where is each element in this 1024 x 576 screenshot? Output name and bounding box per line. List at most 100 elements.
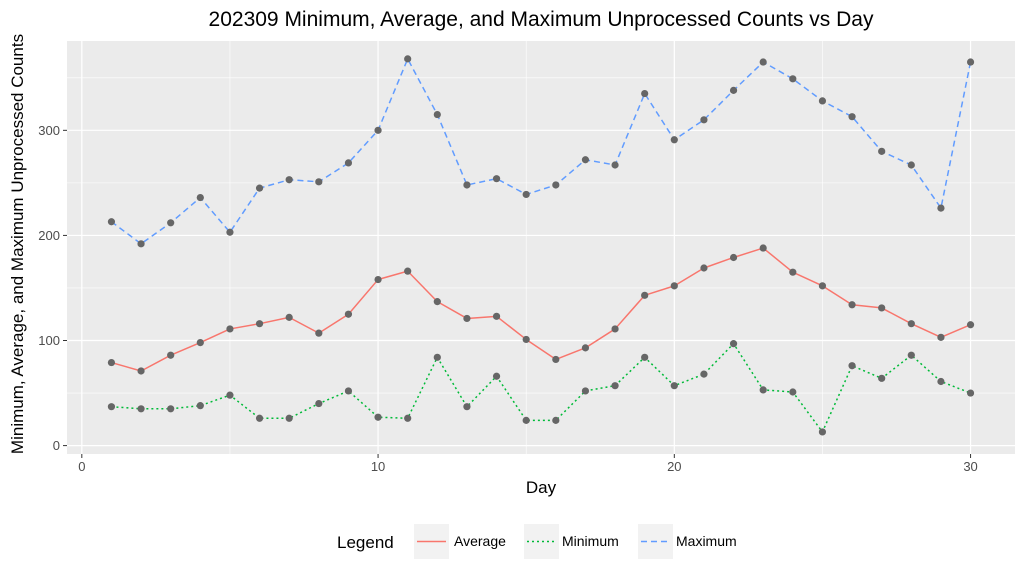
data-point-average	[700, 264, 708, 272]
data-point-maximum	[374, 126, 382, 134]
data-point-minimum	[700, 370, 708, 378]
data-point-average	[759, 244, 767, 252]
legend-title: Legend	[337, 533, 394, 552]
data-point-maximum	[937, 204, 945, 212]
data-point-average	[818, 282, 827, 290]
data-point-maximum	[641, 89, 649, 98]
y-tick-label: 0	[53, 438, 60, 453]
data-point-maximum	[196, 193, 204, 202]
data-point-minimum	[937, 377, 945, 386]
data-point-minimum	[789, 388, 797, 396]
data-point-minimum	[522, 416, 530, 424]
x-tick-label: 10	[371, 459, 385, 474]
data-point-maximum	[581, 156, 590, 164]
y-axis: 0 100 200 300	[38, 123, 67, 453]
data-point-maximum	[315, 178, 323, 186]
x-tick-label: 0	[78, 459, 85, 474]
data-point-minimum	[463, 403, 471, 411]
legend-label-average: Average	[454, 533, 506, 549]
data-point-average	[315, 329, 323, 337]
x-axis-title: Day	[526, 478, 557, 497]
data-point-minimum	[196, 402, 204, 410]
y-tick-label: 200	[38, 228, 60, 243]
y-tick-label: 300	[38, 123, 60, 138]
data-point-average	[463, 314, 471, 323]
series-lines	[110, 58, 972, 433]
data-point-average	[492, 312, 501, 320]
data-point-minimum	[611, 382, 619, 390]
data-point-minimum	[670, 382, 678, 390]
data-point-average	[255, 320, 264, 328]
data-point-minimum	[107, 403, 116, 411]
legend-label-maximum: Maximum	[676, 533, 737, 549]
data-point-minimum	[226, 391, 234, 399]
data-point-minimum	[374, 413, 382, 421]
data-point-minimum	[285, 414, 293, 422]
data-point-maximum	[433, 110, 441, 119]
grid-major	[67, 41, 1015, 454]
series-line-maximum	[110, 58, 972, 245]
data-point-average	[848, 301, 856, 309]
data-point-minimum	[255, 414, 264, 422]
data-point-average	[937, 333, 945, 341]
data-point-minimum	[404, 414, 412, 422]
data-point-maximum	[522, 190, 530, 199]
data-point-maximum	[552, 181, 560, 189]
data-point-maximum	[878, 147, 886, 155]
data-point-average	[433, 298, 441, 306]
data-point-average	[611, 325, 619, 333]
data-point-minimum	[581, 387, 590, 395]
data-point-maximum	[404, 55, 412, 63]
data-point-maximum	[285, 176, 293, 184]
data-point-minimum	[167, 405, 175, 413]
data-point-minimum	[137, 405, 145, 413]
data-point-average	[966, 321, 975, 329]
y-tick-label: 100	[38, 333, 60, 348]
data-point-maximum	[492, 175, 501, 183]
data-point-minimum	[907, 351, 915, 359]
data-point-maximum	[611, 161, 619, 169]
x-tick-label: 20	[667, 459, 681, 474]
data-point-maximum	[167, 219, 175, 227]
data-point-average	[404, 267, 412, 275]
data-point-average	[670, 282, 678, 290]
data-point-minimum	[492, 372, 501, 380]
data-point-maximum	[463, 181, 471, 189]
data-point-minimum	[552, 416, 560, 424]
data-point-average	[137, 367, 145, 375]
data-point-maximum	[907, 161, 915, 169]
legend: Legend Average Minimum Maximum	[337, 524, 737, 559]
data-point-maximum	[255, 184, 264, 192]
data-point-minimum	[315, 399, 323, 408]
data-point-average	[789, 268, 797, 276]
chart-title: 202309 Minimum, Average, and Maximum Unp…	[209, 8, 874, 31]
data-point-maximum	[729, 86, 738, 94]
data-point-minimum	[848, 362, 856, 370]
data-point-average	[285, 313, 293, 321]
data-point-average	[581, 344, 590, 352]
data-point-minimum	[759, 386, 767, 394]
data-point-maximum	[107, 218, 116, 226]
data-point-minimum	[966, 389, 975, 397]
data-point-average	[552, 355, 560, 364]
data-point-maximum	[759, 58, 767, 66]
data-point-maximum	[848, 113, 856, 121]
data-point-average	[196, 339, 204, 347]
data-point-minimum	[641, 353, 649, 361]
data-point-maximum	[789, 75, 797, 83]
data-point-maximum	[137, 240, 145, 248]
x-axis: 0 10 20 30	[78, 454, 978, 474]
y-axis-title: Minimum, Average, and Maximum Unprocesse…	[8, 34, 27, 454]
data-point-maximum	[344, 159, 353, 167]
data-point-average	[907, 320, 915, 328]
x-tick-label: 30	[963, 459, 977, 474]
data-point-minimum	[729, 340, 738, 348]
plot-panel	[67, 41, 1015, 454]
data-point-average	[522, 335, 530, 344]
data-point-average	[374, 275, 382, 284]
data-point-maximum	[966, 58, 975, 66]
data-point-average	[878, 304, 886, 312]
data-point-maximum	[700, 116, 708, 124]
data-point-average	[729, 253, 738, 262]
